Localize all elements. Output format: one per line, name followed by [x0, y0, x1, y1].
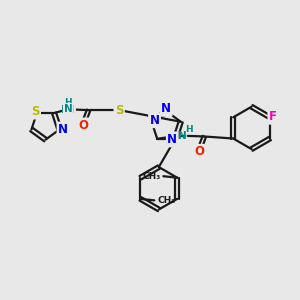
Text: N: N: [58, 123, 68, 136]
Text: N: N: [61, 105, 70, 116]
Text: N: N: [150, 114, 160, 127]
Text: H: H: [185, 125, 193, 134]
Text: O: O: [194, 145, 204, 158]
Text: H: H: [66, 104, 75, 115]
Text: N: N: [64, 104, 73, 114]
Text: N: N: [161, 102, 171, 115]
Text: H: H: [64, 98, 72, 107]
Text: CH₃: CH₃: [142, 172, 160, 181]
Text: O: O: [78, 119, 88, 132]
Text: S: S: [115, 103, 123, 117]
Text: N: N: [178, 130, 187, 141]
Text: CH₃: CH₃: [157, 196, 176, 205]
Text: S: S: [31, 105, 40, 118]
Text: N: N: [167, 133, 177, 146]
Text: F: F: [269, 110, 277, 123]
